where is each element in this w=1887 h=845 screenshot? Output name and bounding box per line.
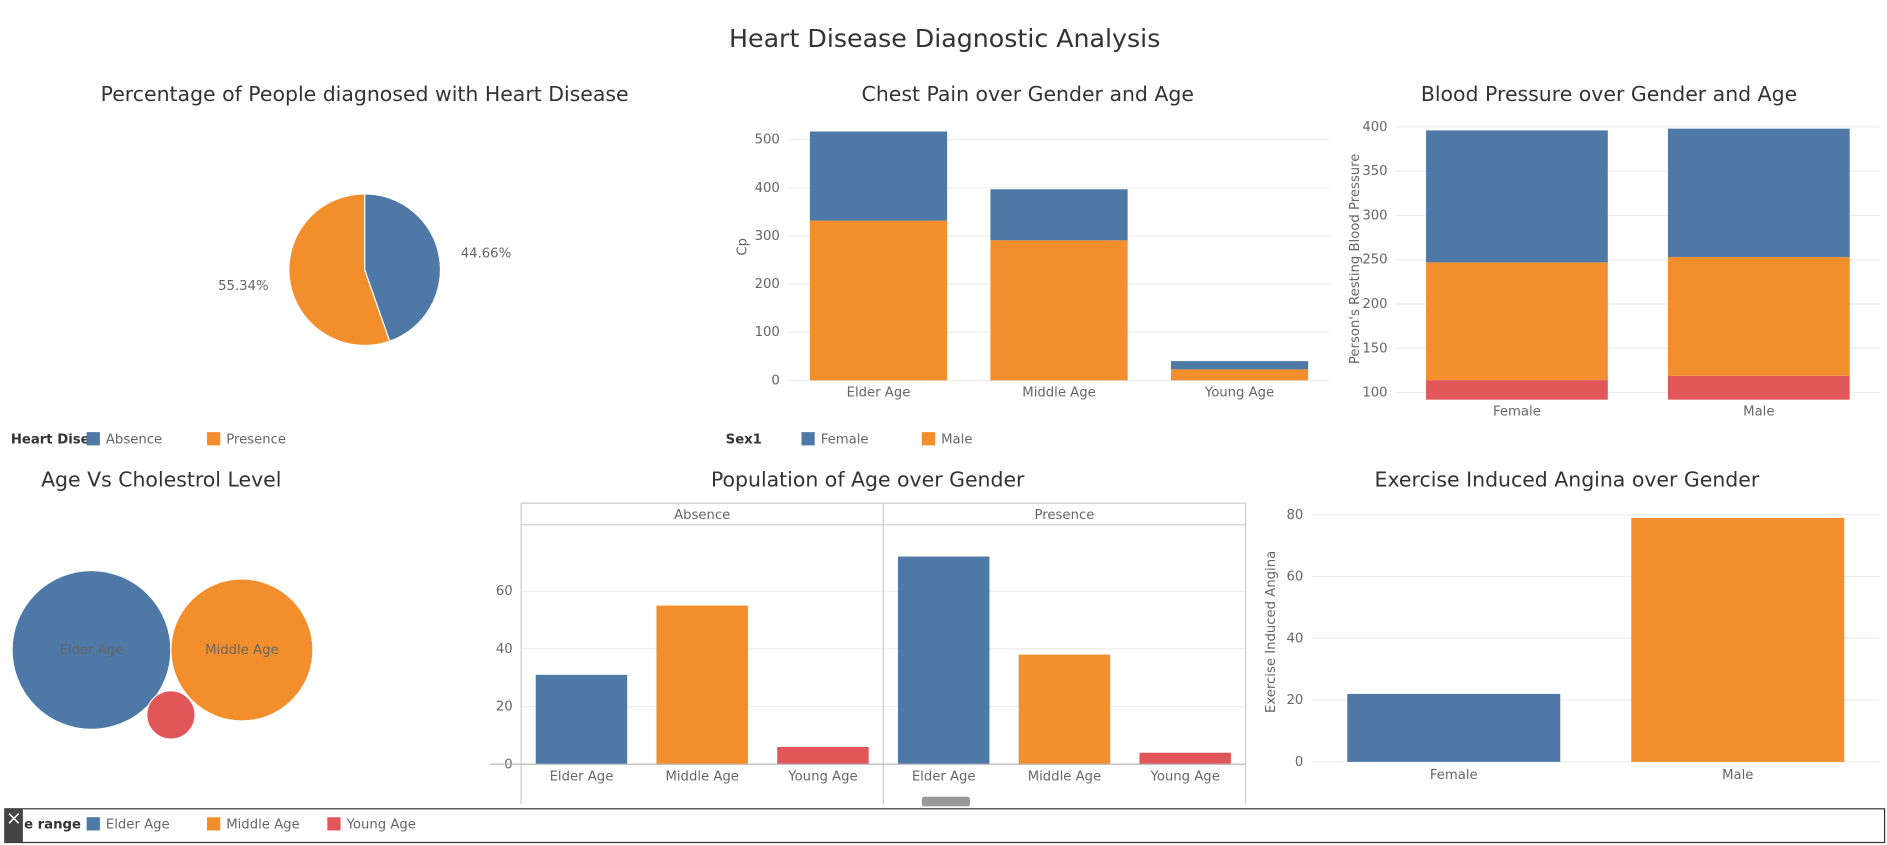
bar [535,674,628,765]
legend-label: Young Age [346,817,416,832]
bar [1139,752,1231,765]
y-tick-label: 200 [1362,297,1387,312]
bar-segment [1426,262,1608,381]
x-tick-label: Elder Age [550,769,614,784]
x-tick-label: Male [1743,405,1774,420]
bar-segment [1667,257,1850,376]
y-tick-label: 200 [755,277,780,292]
legend-title: Heart Dise.. [11,432,100,447]
bar-segment [809,131,948,221]
bubble-label: Middle Age [205,643,278,658]
legend-label: Presence [226,432,286,447]
legend-swatch [327,817,341,831]
bar-segment [1426,380,1608,400]
y-tick-label: 150 [1362,341,1387,356]
x-tick-label: Young Age [1150,769,1220,784]
x-tick-label: Young Age [1204,385,1274,400]
bar-segment [1667,128,1850,258]
y-tick-label: 400 [755,181,780,196]
legend-swatch [206,817,221,831]
y-tick-label: 40 [496,642,513,657]
legend-label: Female [821,432,869,447]
facet-header: Presence [1035,508,1095,523]
bar-segment [1667,375,1850,400]
y-tick-label: 60 [496,584,513,599]
dashboard-title: Heart Disease Diagnostic Analysis [729,24,1160,53]
legend-swatch [86,432,100,446]
y-tick-label: 0 [771,373,779,388]
facet-header: Absence [674,508,730,523]
bubble [170,578,314,722]
bubble [146,690,196,740]
legend-label: Elder Age [106,817,170,832]
close-icon [8,813,20,824]
chart-title: Age Vs Cholestrol Level [41,467,281,491]
x-tick-label: Elder Age [912,769,976,784]
y-tick-label: 0 [1295,755,1303,770]
bar-segment [1170,361,1309,370]
y-tick-label: 40 [1287,631,1304,646]
y-tick-label: 350 [1362,164,1387,179]
y-tick-label: 20 [496,700,513,715]
bar [897,556,990,765]
bar [777,746,869,765]
data-label: 44.66% [461,246,511,261]
y-tick-label: 100 [1362,386,1387,401]
y-tick-label: 60 [1287,570,1304,585]
y-tick-label: 300 [755,229,780,244]
bubble-label: Elder Age [60,643,124,658]
y-tick-label: 400 [1362,120,1387,135]
chart-title: Exercise Induced Angina over Gender [1375,467,1760,491]
bar [1347,693,1561,762]
chart-title: Percentage of People diagnosed with Hear… [101,82,629,106]
legend-title: e range [24,817,81,832]
legend-label: Middle Age [226,817,299,832]
data-label: 55.34% [218,279,268,294]
y-tick-label: 20 [1287,693,1304,708]
resize-handle[interactable] [921,796,970,807]
x-tick-label: Male [1722,768,1753,783]
bar-segment [990,240,1128,381]
legend-title: Sex1 [726,432,762,447]
close-handle[interactable] [4,808,23,843]
bar-segment [1170,369,1309,381]
bar [1018,654,1111,765]
legend-swatch [801,432,815,446]
legend-label: Male [941,432,972,447]
pie-slice [288,193,391,347]
chart-title: Chest Pain over Gender and Age [862,82,1194,106]
y-axis-label: Person's Resting Blood Pressure [1348,154,1363,365]
x-tick-label: Young Age [787,769,857,784]
bar-segment [990,189,1128,241]
y-tick-label: 250 [1362,253,1387,268]
pie-slice [364,193,442,343]
legend-swatch [921,432,936,446]
legend-label: Absence [106,432,162,447]
legend-swatch [206,432,221,446]
y-tick-label: 80 [1287,508,1304,523]
x-tick-label: Middle Age [1028,769,1101,784]
bar [656,605,748,765]
x-tick-label: Elder Age [847,385,911,400]
legend-swatch [86,817,100,831]
y-axis-label: Cp [736,238,751,256]
x-tick-label: Middle Age [1022,385,1095,400]
chart-title: Blood Pressure over Gender and Age [1421,82,1797,106]
x-tick-label: Female [1493,405,1541,420]
bar-segment [1426,130,1608,263]
chart-title: Population of Age over Gender [711,467,1025,491]
y-tick-label: 500 [755,133,780,148]
y-tick-label: 100 [755,325,780,340]
bar-segment [809,220,948,381]
y-axis-label: Exercise Induced Angina [1264,551,1279,713]
y-tick-label: 300 [1362,208,1387,223]
bar [1631,517,1845,762]
x-tick-label: Female [1430,768,1478,783]
x-tick-label: Middle Age [665,769,738,784]
